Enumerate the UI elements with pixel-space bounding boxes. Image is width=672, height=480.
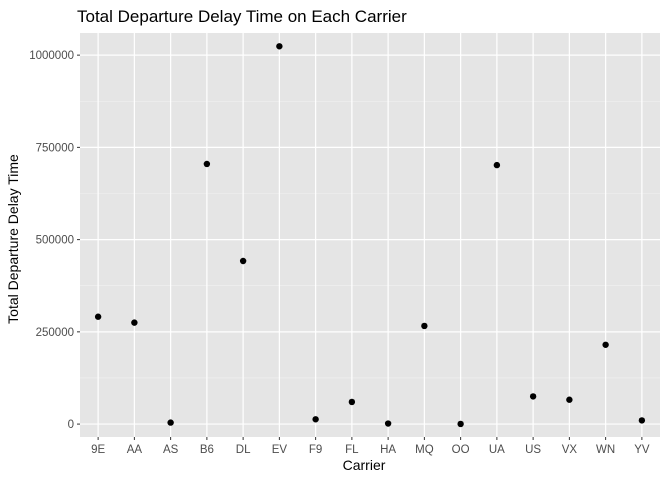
data-point-oo xyxy=(457,420,464,428)
data-point-dl xyxy=(239,257,247,265)
y-tick-label: 0 xyxy=(68,419,74,431)
data-point-9e xyxy=(94,313,102,320)
data-point-fl xyxy=(348,398,356,406)
data-point-ev xyxy=(276,43,283,50)
y-tick-label: 1000000 xyxy=(29,50,74,62)
x-tick-label: FL xyxy=(345,444,359,456)
x-tick-label: HA xyxy=(380,444,396,456)
y-tick-label: 750000 xyxy=(36,142,74,154)
x-tick-label: B6 xyxy=(200,444,214,456)
x-tick-label: WN xyxy=(596,444,615,456)
x-axis: 9E AA AS B6 DL EV F9 FL HA MQ OO UA US VX WN YV xyxy=(91,437,650,456)
x-tick-label: EV xyxy=(272,444,288,456)
y-tick-label: 250000 xyxy=(36,327,74,339)
data-point-vx xyxy=(566,396,573,403)
x-tick-label: DL xyxy=(236,444,251,456)
y-axis-title: Total Departure Delay Time xyxy=(5,154,21,324)
data-point-b6 xyxy=(203,160,211,168)
data-point-ha xyxy=(384,420,392,427)
x-tick-label: VX xyxy=(562,444,578,456)
x-tick-label: OO xyxy=(452,444,470,456)
data-point-wn xyxy=(602,341,609,348)
x-tick-label: US xyxy=(525,444,541,456)
data-point-f9 xyxy=(312,416,319,423)
data-points xyxy=(94,43,646,428)
x-tick-label: YV xyxy=(634,444,650,456)
plot-panel xyxy=(80,33,660,437)
panel-background xyxy=(80,33,660,437)
x-tick-label: AS xyxy=(163,444,179,456)
data-point-yv xyxy=(638,417,646,424)
data-point-ua xyxy=(493,161,501,169)
x-tick-label: UA xyxy=(489,444,505,456)
x-tick-label: F9 xyxy=(309,444,322,456)
data-point-as xyxy=(167,419,174,426)
data-point-us xyxy=(529,393,537,400)
x-tick-label: AA xyxy=(127,444,143,456)
data-point-mq xyxy=(421,322,428,330)
x-tick-label: 9E xyxy=(91,444,105,456)
x-axis-title: Carrier xyxy=(343,457,386,473)
chart-title: Total Departure Delay Time on Each Carri… xyxy=(77,7,407,26)
x-tick-label: MQ xyxy=(415,444,434,456)
y-tick-label: 500000 xyxy=(36,235,74,247)
data-point-aa xyxy=(131,319,138,326)
y-axis: 0 250000 500000 750000 1000000 xyxy=(29,50,80,431)
